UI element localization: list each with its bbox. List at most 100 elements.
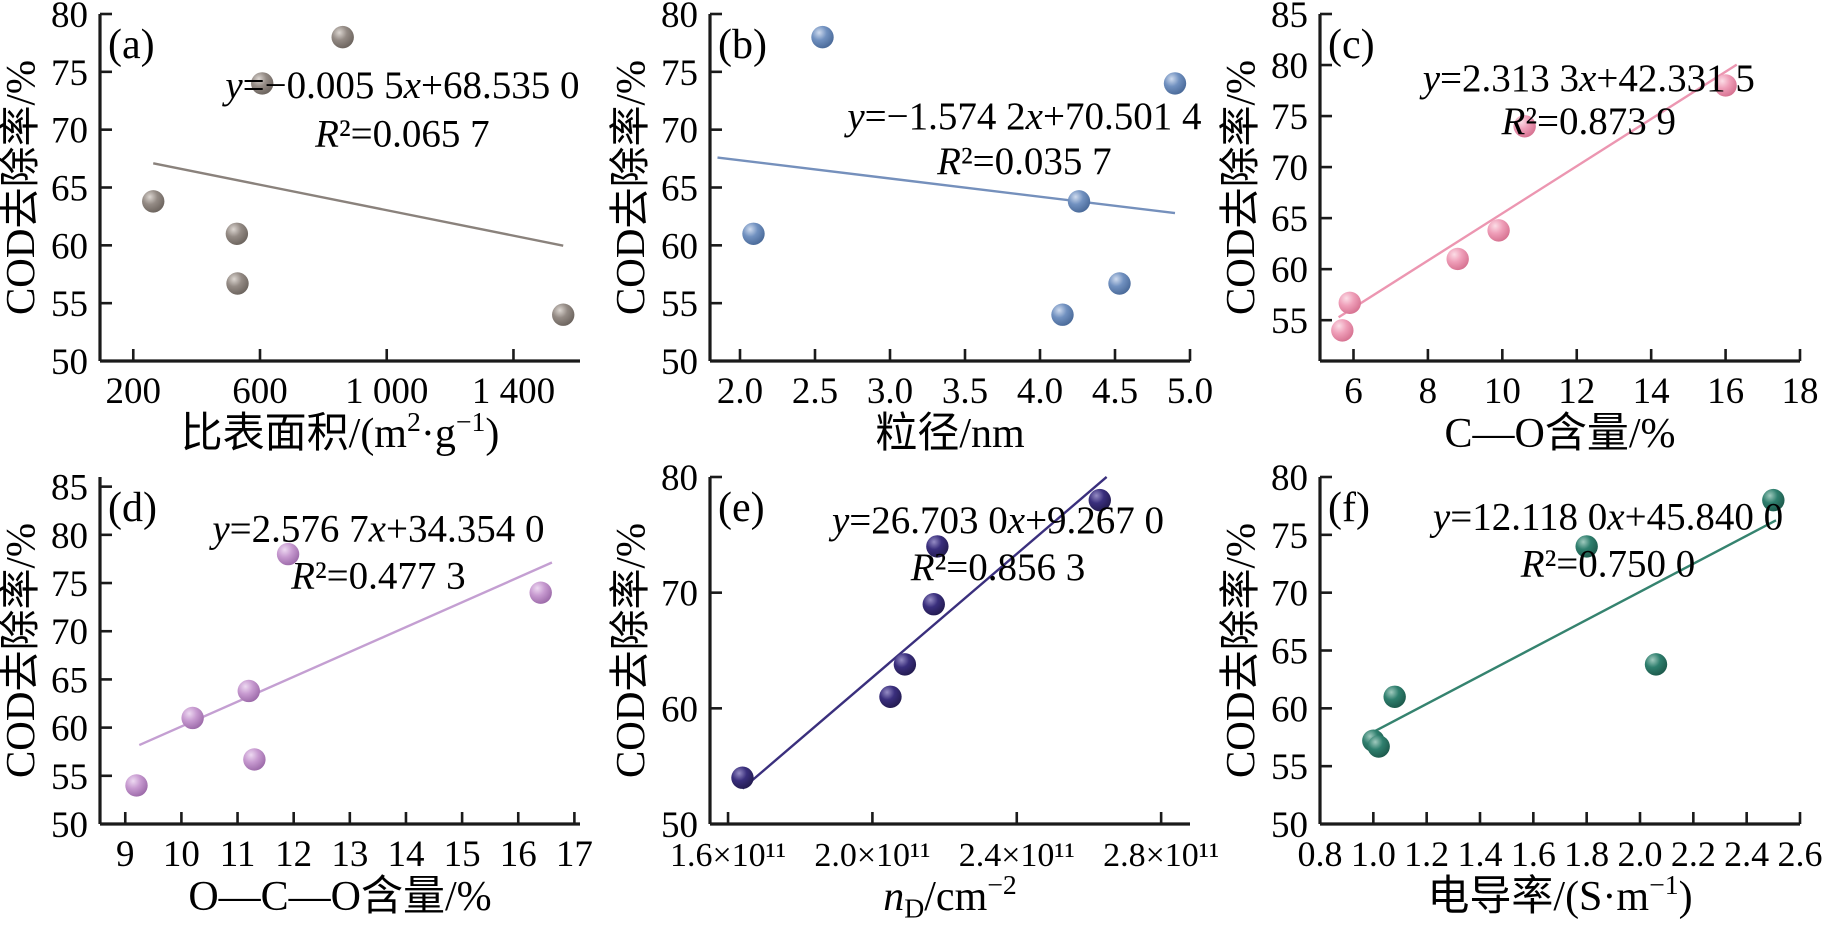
x-tick-label: 8 (1419, 371, 1438, 412)
y-tick-label: 80 (1271, 458, 1308, 499)
y-tick-label: 60 (661, 226, 698, 267)
data-point (1067, 190, 1091, 213)
panel-label: (c) (1328, 22, 1375, 68)
y-tick-label: 50 (51, 342, 88, 383)
x-tick-label: 12 (275, 834, 312, 875)
panel-c-chart: 55 60 65 70 75 80 85 6 8 10 12 14 16 18 (c) y=2.313 3x+… (1217, 0, 1819, 457)
y-tick-label: 65 (1271, 199, 1308, 240)
panel-e: 50 60 70 80 1.6×10¹¹ 2.0×10¹¹ 2.4×10¹¹ 2.8×10¹¹… (607, 458, 1220, 926)
trend-line (1372, 519, 1777, 734)
equation-text: y=26.703 0x+9.267 0 (828, 499, 1164, 542)
data-point (243, 748, 266, 771)
data-point (529, 581, 552, 604)
y-tick-label: 70 (51, 111, 88, 152)
r-squared-text: R²=0.065 7 (314, 112, 490, 155)
x-tick-label: 1.0 (1351, 834, 1396, 874)
y-tick-label: 65 (51, 169, 88, 210)
data-point (731, 766, 754, 789)
r-squared-text: R²=0.750 0 (1520, 542, 1696, 585)
y-tick-label: 80 (661, 458, 698, 499)
data-point (237, 679, 260, 703)
x-tick-label: 2.6 (1778, 834, 1823, 874)
panel-label: (a) (108, 22, 155, 68)
y-tick-label: 75 (51, 564, 88, 605)
x-tick-label: 1.6×10¹¹ (670, 837, 786, 874)
y-tick-label: 50 (51, 805, 88, 846)
x-axis-label: 电导率/(S·m−1) (1427, 869, 1692, 920)
panel-b-chart: 50 55 60 65 70 75 80 2.0 2.5 3.0 3.5 4.0 4.5 5.0 (b) y=… (607, 0, 1213, 457)
y-tick-label: 60 (51, 226, 88, 267)
y-tick-label: 80 (51, 0, 88, 36)
x-tick-label: 5.0 (1167, 371, 1213, 412)
panel-label: (f) (1328, 485, 1370, 531)
y-tick-label: 60 (1271, 250, 1308, 291)
data-point (926, 535, 949, 558)
y-tick-label: 55 (1271, 747, 1308, 788)
x-tick-label: 1 400 (472, 371, 555, 412)
y-axis-label: COD去除率/% (1217, 523, 1263, 778)
x-tick-label: 16 (1707, 371, 1744, 412)
x-tick-label: 200 (106, 371, 162, 412)
x-tick-label: 11 (220, 834, 256, 875)
x-axis-label: nD/cm−2 (883, 869, 1017, 924)
data-point (226, 272, 249, 295)
x-axis-label: 比表面积/(m2·g−1) (181, 406, 500, 457)
x-tick-label: 3.0 (867, 371, 913, 412)
data-point (181, 706, 204, 730)
data-point (1051, 303, 1074, 326)
x-tick-label: 2.8×10¹¹ (1103, 837, 1219, 874)
data-point (251, 72, 274, 95)
x-tick-label: 2.0 (717, 371, 763, 412)
x-tick-label: 13 (331, 834, 368, 875)
r-squared-text: R²=0.477 3 (290, 555, 466, 598)
x-tick-label: 16 (500, 834, 537, 875)
x-tick-label: 1 000 (345, 371, 428, 412)
y-tick-label: 60 (1271, 689, 1308, 730)
x-tick-label: 10 (1484, 371, 1521, 412)
y-tick-label: 50 (1271, 805, 1308, 846)
y-tick-label: 70 (661, 111, 698, 152)
y-tick-label: 75 (51, 53, 88, 94)
x-tick-label: 4.0 (1017, 371, 1063, 412)
x-tick-label: 18 (1782, 371, 1819, 412)
panel-d-chart: 50 55 60 65 70 75 80 85 9 10 11 12 13 14 15 16 17 (d) y=2.… (0, 468, 593, 920)
data-point (1088, 488, 1111, 512)
panel-d: 50 55 60 65 70 75 80 85 9 10 11 12 13 14 15 16 17 (d) y=2.… (0, 463, 610, 926)
x-tick-label: 1.2 (1404, 834, 1449, 874)
y-tick-label: 50 (661, 342, 698, 383)
x-tick-label: 2.4×10¹¹ (959, 837, 1075, 874)
y-tick-label: 80 (51, 516, 88, 557)
trend-line (152, 162, 564, 247)
data-point (1108, 272, 1131, 295)
data-point (879, 685, 902, 708)
x-tick-label: 3.5 (942, 371, 988, 412)
data-point (1383, 685, 1406, 708)
y-tick-label: 65 (1271, 632, 1308, 673)
panel-f: 50 55 60 65 70 75 80 0.8 1.0 1.2 1.4 1.6 1.8 2.0 2.2 2.… (1217, 458, 1830, 926)
data-point (1644, 653, 1668, 676)
data-point (1762, 488, 1785, 512)
y-tick-label: 70 (51, 612, 88, 653)
data-point (1338, 291, 1361, 315)
panel-label: (b) (718, 22, 767, 68)
x-tick-label: 2.0 (1618, 834, 1663, 874)
x-tick-label: 15 (444, 834, 481, 875)
panel-label: (e) (718, 485, 765, 531)
panel-label: (d) (108, 485, 157, 531)
y-tick-label: 55 (51, 757, 88, 798)
y-axis-label: COD去除率/% (1217, 60, 1263, 315)
equation-text: y=12.118 0x+45.840 0 (1429, 496, 1783, 539)
trend-line (717, 156, 1176, 215)
y-tick-label: 75 (1271, 516, 1308, 557)
data-point (276, 542, 300, 566)
equation-text: y=−0.005 5x+68.535 0 (221, 64, 579, 107)
data-point (1487, 219, 1510, 242)
x-axis-label: C—O含量/% (1444, 411, 1675, 457)
x-tick-label: 1.4 (1458, 834, 1503, 874)
r-squared-text: R²=0.873 9 (1501, 100, 1677, 143)
x-tick-label: 4.5 (1092, 371, 1138, 412)
x-tick-label: 0.8 (1298, 834, 1343, 874)
y-axis-label: COD去除率/% (607, 523, 653, 778)
r-squared-text: R²=0.035 7 (936, 140, 1112, 183)
